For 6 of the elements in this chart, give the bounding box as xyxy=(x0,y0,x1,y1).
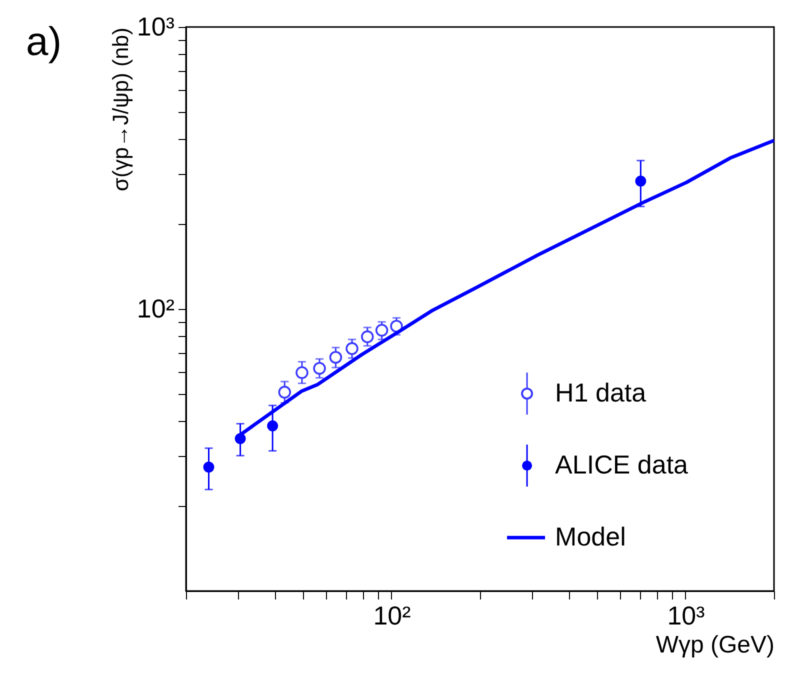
legend-label: Model xyxy=(555,522,626,552)
legend-label: H1 data xyxy=(555,378,647,408)
text: a) xyxy=(26,20,62,64)
legend-label: ALICE data xyxy=(555,450,689,480)
y-axis-title: σ(γp→J/ψp) (nb) xyxy=(108,28,133,192)
x-axis-title: Wγp (GeV) xyxy=(656,632,774,658)
